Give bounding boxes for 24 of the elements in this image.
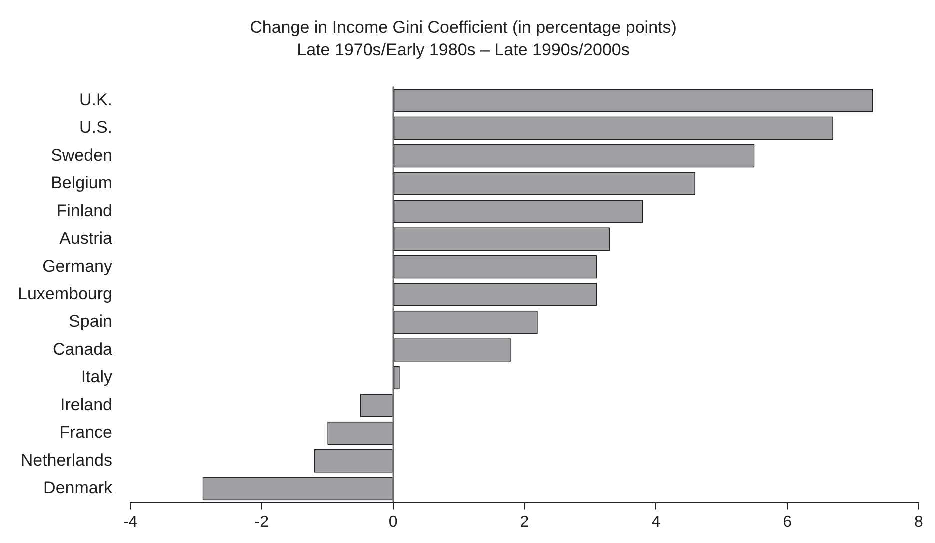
y-tick-label: U.S. [79, 118, 113, 138]
y-tick-label: Canada [52, 340, 114, 359]
x-tick-label: 0 [388, 514, 398, 531]
y-tick-label: Netherlands [20, 450, 113, 470]
x-tick-label: 2 [520, 514, 530, 531]
y-tick-label: Sweden [51, 146, 113, 165]
y-tick-label: Ireland [60, 395, 113, 414]
y-tick-label: Denmark [44, 478, 113, 498]
y-tick-label: Spain [69, 312, 113, 332]
x-tick-label: -4 [123, 514, 138, 531]
y-tick-label: Italy [81, 368, 113, 387]
x-tick-label: 8 [914, 514, 924, 531]
y-tick-label: Finland [56, 201, 113, 220]
chart-subtitle: Late 1970s/Early 1980s – Late 1990s/2000s [297, 40, 630, 60]
y-tick-label: U.K. [79, 90, 113, 110]
y-tick-label: Austria [60, 229, 114, 248]
y-tick-label: France [60, 423, 113, 442]
x-tick-label: 6 [783, 514, 792, 531]
chart-title: Change in Income Gini Coefficient (in percentage points) [250, 18, 677, 37]
y-tick-label: Luxembourg [18, 284, 113, 304]
y-tick-label: Belgium [51, 174, 113, 193]
x-tick-label: -2 [254, 514, 270, 531]
x-tick-label: 4 [652, 514, 661, 531]
y-tick-label: Germany [42, 256, 113, 276]
